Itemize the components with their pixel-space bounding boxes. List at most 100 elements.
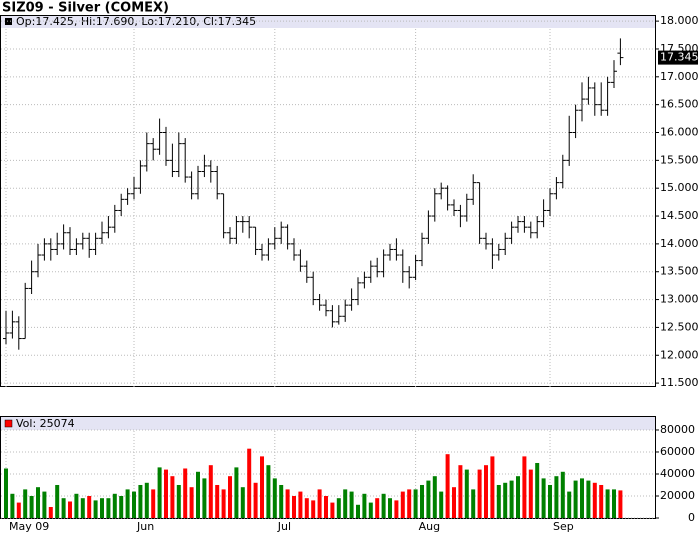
y-tick-label: 15.000 (660, 181, 699, 194)
volume-bar (605, 489, 610, 518)
volume-bar (253, 482, 258, 518)
volume-bar (528, 469, 533, 518)
volume-bar (119, 495, 124, 518)
volume-bar (356, 504, 360, 518)
volume-bar (202, 478, 207, 518)
y2-tick-label: 0 (688, 511, 695, 524)
y-tick-label: 12.500 (660, 320, 699, 333)
volume-bar (285, 489, 290, 518)
volume-bar (125, 489, 130, 518)
volume-bar (260, 456, 264, 518)
x-tick-label: Aug (419, 520, 440, 533)
last-price-label: 17.345 (660, 51, 699, 64)
volume-bar (599, 484, 604, 518)
y-tick-label: 17.000 (660, 70, 699, 83)
volume-bar (535, 462, 540, 518)
volume-bar (100, 498, 104, 518)
volume-bar (554, 476, 559, 518)
volume-bar (381, 493, 386, 518)
volume-bar (375, 498, 380, 518)
volume-bar (215, 484, 220, 518)
volume-bar (221, 489, 226, 518)
volume-bar (496, 484, 501, 518)
volume-bar (144, 482, 149, 518)
y-tick-label: 13.500 (660, 265, 699, 278)
volume-bar (189, 487, 194, 518)
volume-bar (196, 471, 200, 518)
volume-legend-swatch (4, 419, 13, 428)
volume-bar (420, 484, 424, 518)
volume-bar (266, 465, 271, 518)
volume-bar (151, 489, 156, 518)
y-tick-label: 18.000 (660, 14, 699, 27)
volume-bar (484, 465, 488, 518)
y-tick-label: 12.000 (660, 348, 699, 361)
y-tick-label: 14.500 (660, 209, 699, 222)
volume-legend-band (1, 417, 655, 430)
volume-bar (228, 476, 232, 518)
volume-bar (445, 454, 450, 518)
y2-tick-label: 40000 (660, 467, 695, 480)
volume-bar (157, 467, 162, 518)
y-tick-label: 16.500 (660, 98, 699, 111)
volume-bar (560, 471, 565, 518)
volume-bar (343, 489, 348, 518)
volume-bar (362, 493, 367, 518)
volume-bar (458, 465, 463, 518)
volume-bar (317, 489, 322, 518)
volume-bar (208, 465, 213, 518)
volume-bar (272, 478, 277, 518)
volume-bar (330, 502, 335, 518)
volume-bar (509, 480, 514, 518)
volume-bar (279, 484, 284, 518)
volume-bar (522, 456, 527, 518)
volume-bar (170, 476, 175, 518)
volume-bar (471, 489, 476, 518)
last-price-box (658, 50, 698, 65)
volume-bar (394, 500, 399, 518)
volume-bar (74, 493, 79, 518)
volume-bar (298, 491, 303, 518)
volume-bar (80, 498, 85, 518)
volume-bar (612, 489, 616, 518)
volume-bar (247, 448, 252, 518)
volume-bar (55, 484, 60, 518)
volume-bar (413, 489, 418, 518)
volume-bar (176, 484, 181, 518)
volume-bar (42, 491, 47, 518)
volume-bar (516, 476, 520, 518)
volume-bar (592, 482, 597, 518)
volume-bar (477, 469, 482, 518)
volume-bar (567, 491, 572, 518)
volume-bar (292, 495, 296, 518)
volume-bar (432, 476, 437, 518)
legend-swatch (5, 18, 12, 25)
x-tick-label: Jun (136, 520, 154, 533)
volume-bar (548, 484, 552, 518)
volume-bar (68, 501, 72, 518)
volume-bar (23, 489, 28, 518)
y-tick-label: 13.000 (660, 293, 699, 306)
volume-bar (573, 480, 578, 518)
volume-bar (400, 491, 405, 518)
volume-legend-text: Vol: 25074 (16, 417, 75, 430)
volume-bar (439, 491, 444, 518)
volume-bar (407, 489, 412, 518)
volume-bar (106, 498, 111, 518)
volume-bar (10, 493, 15, 518)
volume-bar (16, 502, 21, 518)
volume-bar (234, 467, 239, 518)
y-tick-label: 11.500 (660, 376, 699, 389)
volume-bar (240, 487, 245, 518)
volume-bar (93, 500, 98, 518)
volume-bar (490, 456, 495, 518)
volume-bar (336, 498, 341, 518)
volume-bar (580, 478, 584, 518)
x-tick-label: Sep (553, 520, 574, 533)
y2-tick-label: 60000 (660, 445, 695, 458)
volume-bar (183, 468, 188, 518)
volume-bar (324, 495, 328, 518)
chart-title: SIZ09 - Silver (COMEX) (2, 1, 169, 16)
volume-bar (618, 490, 623, 518)
